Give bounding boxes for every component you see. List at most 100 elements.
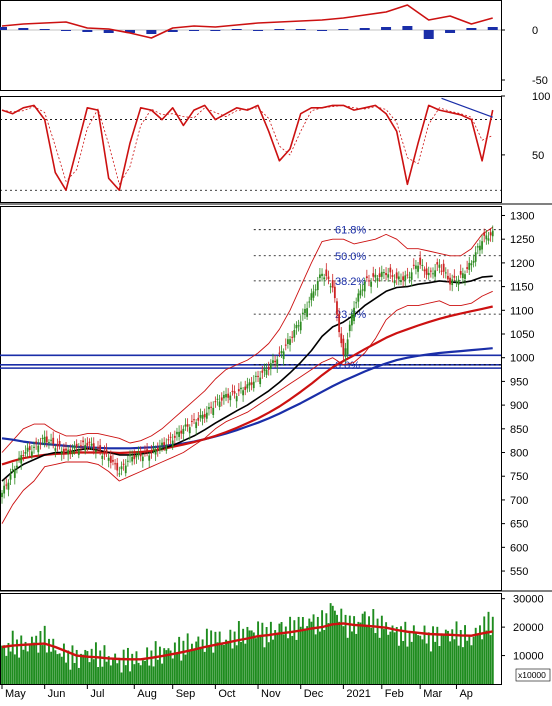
- candle-body: [139, 452, 142, 457]
- candle-body: [28, 446, 31, 450]
- volume-bar: [457, 645, 460, 684]
- volume-bar: [103, 645, 106, 684]
- macd-histogram-bar: [487, 27, 498, 30]
- candle-body: [481, 241, 483, 250]
- volume-bar: [370, 627, 373, 684]
- volume-bar: [287, 638, 289, 684]
- volume-bar: [169, 650, 172, 684]
- candle-body: [205, 412, 208, 419]
- volume-bar: [225, 639, 228, 684]
- volume-bar: [65, 662, 68, 684]
- volume-bar: [1, 645, 3, 684]
- price-y-tick-label: 650: [510, 519, 528, 531]
- x-axis-label: Feb: [385, 688, 404, 700]
- moving-average-mid: [1, 305, 493, 466]
- volume-bar: [97, 667, 100, 684]
- macd-histogram-bar: [189, 30, 200, 31]
- volume-bar: [231, 648, 234, 684]
- macd-histogram-bar: [18, 28, 29, 30]
- volume-bar: [276, 632, 279, 684]
- volume-bar: [48, 638, 50, 684]
- candle-body: [182, 428, 185, 434]
- volume-bar: [35, 635, 38, 684]
- candle-body: [178, 431, 180, 437]
- x-axis-label: Ap: [459, 688, 472, 700]
- volume-bar: [129, 671, 132, 684]
- candle-body: [470, 263, 473, 266]
- candle-body: [112, 459, 114, 462]
- candle-body: [129, 454, 131, 457]
- candle-body: [225, 394, 227, 398]
- volume-bar: [383, 629, 385, 684]
- candle-body: [265, 369, 268, 375]
- volume-bar: [148, 665, 151, 684]
- candle-body: [56, 444, 59, 447]
- candle-body: [301, 312, 304, 315]
- volume-bar: [58, 653, 61, 684]
- candle-body: [385, 273, 387, 276]
- panel-frames: [0, 0, 552, 685]
- candle-body: [80, 445, 82, 447]
- volume-bar: [395, 627, 398, 684]
- candle-body: [476, 246, 479, 248]
- macd-histogram-bar: [338, 29, 349, 30]
- volume-bar: [26, 651, 29, 684]
- candle-body: [82, 440, 84, 443]
- volume-bar: [50, 651, 53, 684]
- volume-bar: [378, 637, 381, 684]
- x-axis-label: May: [5, 688, 26, 700]
- macd-histogram-bar: [103, 30, 114, 33]
- candle-body: [167, 439, 170, 441]
- candle-body: [425, 268, 428, 275]
- volume-bar: [71, 645, 74, 684]
- fibonacci-label: 38.2%: [335, 276, 366, 288]
- fibonacci-label: 61.8%: [335, 225, 366, 237]
- x-axis-label: Nov: [261, 688, 281, 700]
- candle-body: [395, 272, 398, 279]
- candle-body: [457, 279, 460, 285]
- candle-body: [229, 395, 232, 401]
- macd-panel: [0, 4, 501, 39]
- candle-body: [165, 445, 168, 451]
- candle-body: [336, 301, 338, 315]
- candle-body: [293, 329, 296, 338]
- candle-body: [244, 386, 247, 390]
- candle-body: [314, 289, 317, 291]
- volume-bar: [301, 617, 304, 684]
- candle-body: [58, 440, 61, 446]
- candle-body: [69, 449, 72, 454]
- candle-body: [370, 281, 373, 287]
- volume-bar: [306, 626, 309, 684]
- candle-body: [316, 281, 319, 291]
- candle-body: [116, 462, 119, 471]
- candle-body: [176, 431, 178, 435]
- price-y-tick-label: 550: [510, 566, 528, 578]
- candle-body: [310, 293, 313, 301]
- volume-unit-box: [515, 668, 551, 682]
- volume-bar: [453, 639, 456, 684]
- volume-bar: [385, 622, 388, 684]
- volume-bar: [18, 657, 21, 684]
- candle-body: [84, 444, 87, 451]
- candle-body: [278, 352, 281, 354]
- volume-bar: [340, 608, 343, 684]
- volume-bar: [272, 639, 274, 684]
- volume-bar: [389, 631, 392, 684]
- candle-body: [26, 447, 29, 452]
- volume-bar: [216, 642, 219, 684]
- price-y-tick-label: 850: [510, 424, 528, 436]
- volume-bar: [176, 652, 178, 684]
- candle-body: [312, 291, 315, 298]
- candle-body: [203, 414, 206, 418]
- volume-bar: [449, 641, 452, 684]
- volume-bar: [397, 645, 400, 684]
- volume-bar: [43, 625, 46, 684]
- candle-body: [107, 457, 110, 461]
- volume-bar: [310, 621, 313, 684]
- candle-body: [355, 302, 358, 304]
- volume-bar: [297, 616, 300, 684]
- candle-body: [274, 360, 277, 363]
- volume-bar: [491, 616, 494, 684]
- candle-body: [389, 267, 392, 273]
- volume-bar: [124, 665, 127, 684]
